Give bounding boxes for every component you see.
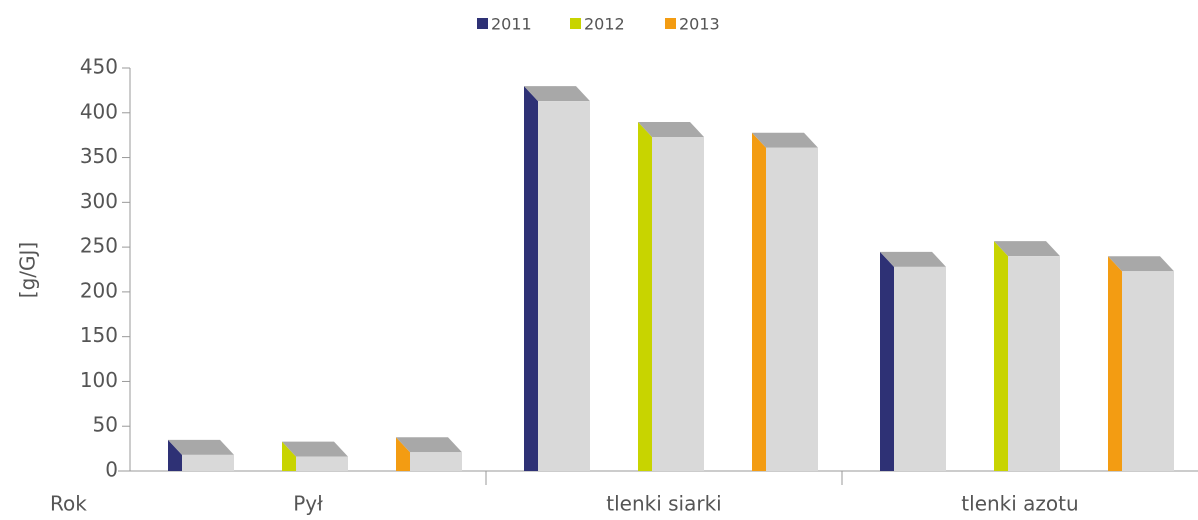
y-tick-label: 0	[105, 458, 118, 482]
y-tick-label: 100	[80, 368, 118, 392]
bar	[752, 132, 818, 471]
bar-front	[894, 266, 946, 471]
bar-side	[396, 437, 410, 471]
bar-front	[296, 456, 348, 471]
legend-swatch	[665, 18, 676, 29]
bar-top	[524, 86, 590, 102]
bar-side	[282, 441, 296, 471]
x-tick-label: tlenki siarki	[606, 492, 721, 516]
bar	[282, 441, 348, 471]
bar-front	[182, 454, 234, 471]
bar-top	[880, 251, 946, 267]
bar	[396, 437, 462, 471]
y-tick-label: 300	[80, 189, 118, 213]
bar-side	[1108, 256, 1122, 471]
bar-top	[396, 437, 462, 453]
bar-top	[752, 132, 818, 148]
x-axis-label: Rok	[50, 492, 87, 516]
x-tick-label: Pył	[293, 492, 323, 516]
y-tick-label: 250	[80, 234, 118, 258]
y-axis-label: [g/GJ]	[16, 242, 40, 298]
bar-side	[168, 439, 182, 471]
bar-side	[524, 86, 538, 471]
legend-label: 2012	[584, 15, 625, 34]
y-tick-label: 150	[80, 323, 118, 347]
bar	[880, 251, 946, 471]
bar-front	[1008, 256, 1060, 471]
bar	[168, 439, 234, 471]
bar-side	[880, 251, 894, 471]
x-tick-label: tlenki azotu	[961, 492, 1078, 516]
bar	[1108, 256, 1174, 471]
y-tick-label: 450	[80, 55, 118, 79]
bar-side	[994, 241, 1008, 471]
bar	[638, 121, 704, 472]
bar-top	[994, 241, 1060, 257]
legend-label: 2013	[679, 15, 720, 34]
bar-top	[282, 441, 348, 457]
bar-front	[652, 136, 704, 472]
legend-swatch	[477, 18, 488, 29]
bar-front	[538, 101, 590, 471]
y-tick-label: 350	[80, 144, 118, 168]
y-tick-label: 400	[80, 99, 118, 123]
bar	[524, 86, 590, 471]
y-tick-label: 200	[80, 278, 118, 302]
bar	[994, 241, 1060, 471]
y-tick-label: 50	[93, 413, 118, 437]
bar-side	[638, 121, 652, 472]
bar-top	[168, 439, 234, 455]
bar-top	[1108, 256, 1174, 272]
bar-front	[410, 452, 462, 471]
bar-top	[638, 121, 704, 137]
legend-label: 2011	[491, 15, 532, 34]
bar-front	[1122, 271, 1174, 471]
bar-front	[766, 147, 818, 471]
legend-swatch	[570, 18, 581, 29]
bar-side	[752, 132, 766, 471]
